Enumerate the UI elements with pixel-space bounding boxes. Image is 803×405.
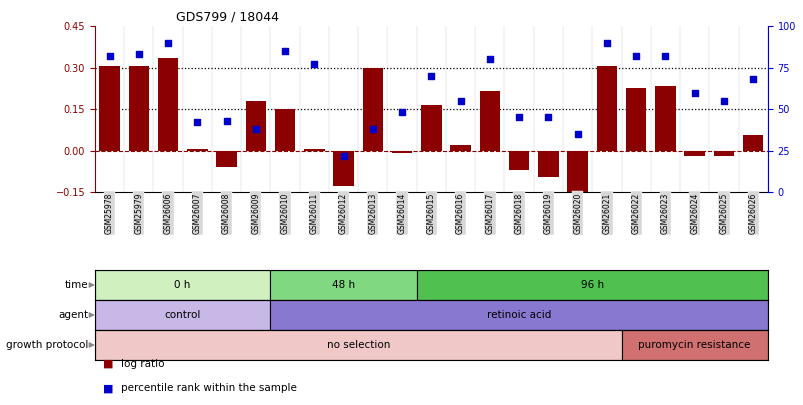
Text: ■: ■ — [103, 359, 113, 369]
Bar — [683, 151, 704, 156]
Point — [687, 90, 700, 96]
Text: agent: agent — [58, 310, 88, 320]
Bar — [450, 145, 471, 151]
Bar — [421, 105, 441, 151]
Text: GSM26012: GSM26012 — [339, 192, 348, 234]
Bar — [275, 109, 295, 151]
Text: GSM26023: GSM26023 — [660, 192, 669, 234]
Point — [190, 119, 203, 126]
Text: GSM26024: GSM26024 — [689, 192, 699, 234]
Text: GSM26014: GSM26014 — [397, 192, 406, 234]
Text: GSM26021: GSM26021 — [601, 192, 610, 234]
Bar — [391, 151, 412, 153]
Bar — [95, 300, 270, 330]
Point — [629, 53, 642, 60]
Point — [395, 109, 408, 116]
Text: GSM26015: GSM26015 — [426, 192, 435, 234]
Text: percentile rank within the sample: percentile rank within the sample — [120, 384, 296, 393]
Text: 96 h: 96 h — [580, 280, 603, 290]
Bar — [626, 88, 646, 151]
Bar — [713, 151, 733, 156]
Bar — [596, 66, 617, 151]
Text: retinoic acid: retinoic acid — [487, 310, 551, 320]
Point — [132, 51, 145, 58]
Point — [600, 40, 613, 46]
Bar — [479, 91, 499, 151]
Bar — [245, 101, 266, 151]
Bar — [187, 149, 207, 151]
Text: 0 h: 0 h — [174, 280, 190, 290]
Bar — [216, 151, 236, 167]
Bar — [270, 270, 416, 300]
Text: puromycin resistance: puromycin resistance — [638, 340, 750, 350]
Bar — [508, 151, 528, 170]
Point — [279, 48, 291, 54]
Point — [658, 53, 671, 60]
Point — [161, 40, 174, 46]
Text: GSM26020: GSM26020 — [573, 192, 581, 234]
Bar — [99, 66, 120, 151]
Bar — [362, 68, 382, 151]
Text: GSM26013: GSM26013 — [368, 192, 377, 234]
Point — [220, 117, 233, 124]
Point — [454, 98, 467, 104]
Text: time: time — [64, 280, 88, 290]
Text: GDS799 / 18044: GDS799 / 18044 — [175, 11, 279, 24]
Bar — [537, 151, 558, 177]
Text: GSM26010: GSM26010 — [280, 192, 289, 234]
Text: GSM26007: GSM26007 — [193, 192, 202, 234]
Text: GSM26011: GSM26011 — [309, 192, 319, 234]
Point — [366, 126, 379, 132]
Text: GSM25978: GSM25978 — [105, 192, 114, 234]
Point — [336, 152, 349, 159]
Bar — [333, 151, 353, 186]
Text: GSM26008: GSM26008 — [222, 192, 230, 234]
Text: GSM26025: GSM26025 — [719, 192, 728, 234]
Bar — [95, 330, 621, 360]
Text: GSM26009: GSM26009 — [251, 192, 260, 234]
Bar — [742, 135, 763, 151]
Bar — [654, 86, 675, 151]
Bar — [157, 58, 178, 151]
Point — [308, 61, 320, 68]
Text: growth protocol: growth protocol — [6, 340, 88, 350]
Text: GSM26006: GSM26006 — [163, 192, 173, 234]
Bar — [128, 66, 149, 151]
Point — [483, 56, 495, 63]
Point — [249, 126, 262, 132]
Point — [541, 114, 554, 121]
Text: GSM26017: GSM26017 — [485, 192, 494, 234]
Text: GSM26016: GSM26016 — [455, 192, 464, 234]
Text: GSM26022: GSM26022 — [631, 192, 640, 234]
Point — [512, 114, 525, 121]
Point — [103, 53, 116, 60]
Text: control: control — [165, 310, 201, 320]
Text: 48 h: 48 h — [332, 280, 355, 290]
Point — [746, 76, 759, 83]
Text: log ratio: log ratio — [120, 359, 164, 369]
Bar — [304, 149, 324, 151]
Text: ■: ■ — [103, 384, 113, 393]
Point — [570, 131, 583, 137]
Text: GSM26018: GSM26018 — [514, 192, 523, 234]
Text: no selection: no selection — [326, 340, 389, 350]
Bar — [95, 270, 270, 300]
Bar — [270, 300, 767, 330]
Bar — [567, 151, 587, 195]
Text: GSM26019: GSM26019 — [543, 192, 552, 234]
Point — [424, 73, 437, 79]
Point — [716, 98, 729, 104]
Bar — [621, 330, 767, 360]
Text: GSM25979: GSM25979 — [134, 192, 143, 234]
Text: GSM26026: GSM26026 — [748, 192, 756, 234]
Bar — [416, 270, 767, 300]
